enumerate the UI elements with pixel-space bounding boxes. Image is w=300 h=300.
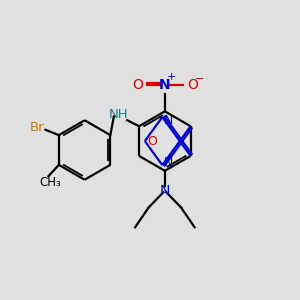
Text: N: N bbox=[159, 78, 171, 92]
Text: N: N bbox=[160, 184, 170, 198]
Text: N: N bbox=[164, 113, 174, 127]
Text: O: O bbox=[147, 135, 157, 148]
Text: CH₃: CH₃ bbox=[39, 176, 61, 189]
Text: O: O bbox=[132, 78, 143, 92]
Text: O: O bbox=[187, 78, 198, 92]
Text: Br: Br bbox=[30, 121, 45, 134]
Text: NH: NH bbox=[109, 108, 128, 122]
Text: N: N bbox=[164, 156, 174, 169]
Text: −: − bbox=[195, 74, 204, 84]
Text: +: + bbox=[167, 73, 176, 82]
